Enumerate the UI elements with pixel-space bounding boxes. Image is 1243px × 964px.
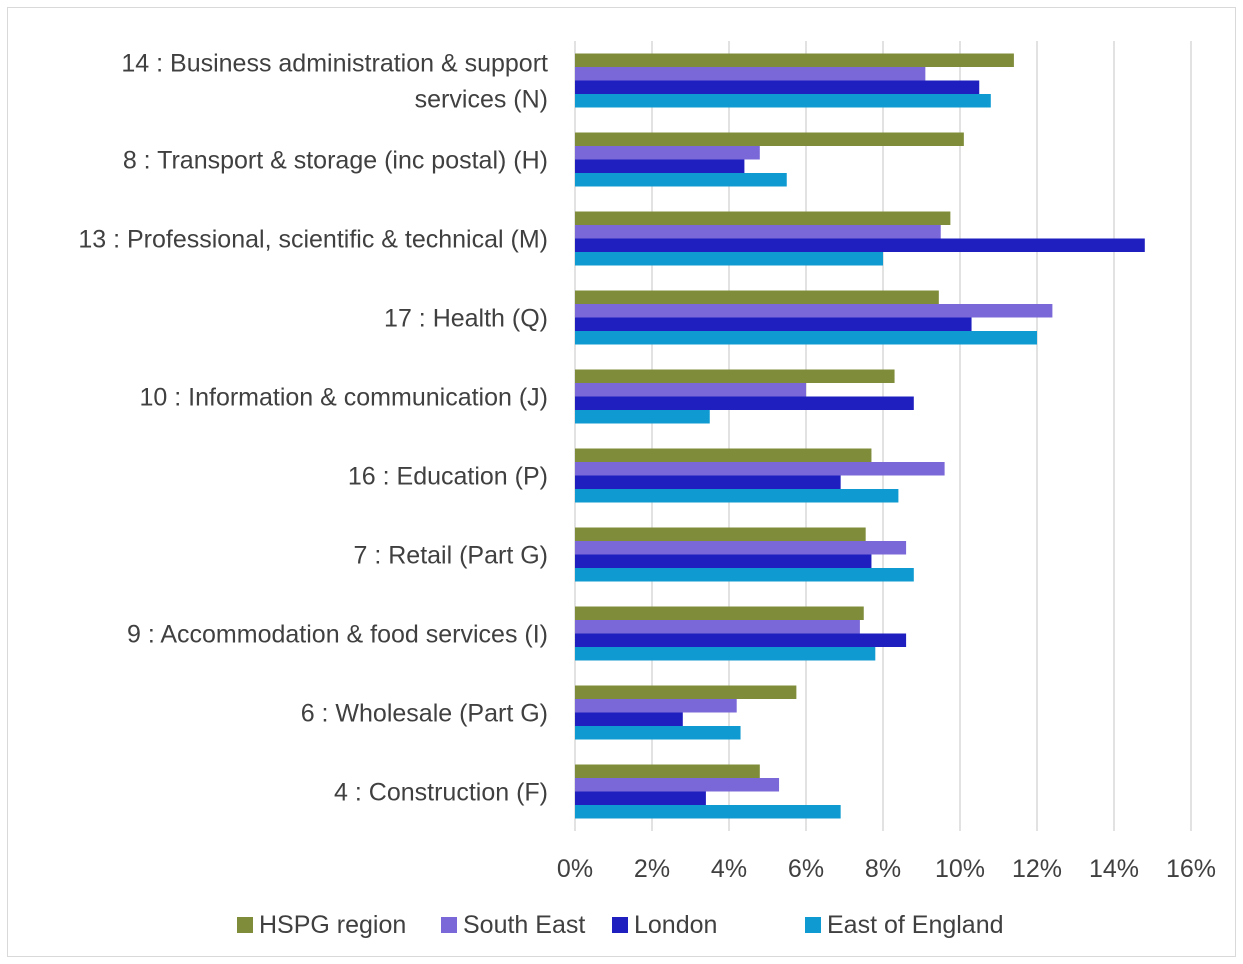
bar-east-of-england xyxy=(575,568,914,582)
bar-hspg-region xyxy=(575,211,951,225)
category-label: 8 : Transport & storage (inc postal) (H) xyxy=(123,147,548,175)
bar-london xyxy=(575,238,1145,252)
bar-east-of-england xyxy=(575,173,787,187)
x-tick-label: 4% xyxy=(711,855,747,883)
bar-hspg-region xyxy=(575,132,964,146)
bar-hspg-region xyxy=(575,53,1014,67)
bar-south-east xyxy=(575,146,760,160)
bar-london xyxy=(575,633,907,647)
bar-london xyxy=(575,80,980,94)
bar-east-of-england xyxy=(575,331,1037,345)
category-label: 13 : Professional, scientific & technica… xyxy=(78,226,548,254)
category-label: 9 : Accommodation & food services (I) xyxy=(127,621,548,649)
bar-east-of-england xyxy=(575,410,710,424)
bar-south-east xyxy=(575,778,780,792)
category-label: services (N) xyxy=(415,86,548,114)
legend-label: London xyxy=(634,911,717,939)
category-label: 17 : Health (Q) xyxy=(384,305,548,333)
bar-hspg-region xyxy=(575,527,866,541)
legend-swatch xyxy=(237,917,253,933)
bar-east-of-england xyxy=(575,647,876,661)
bar-london xyxy=(575,791,706,805)
bar-london xyxy=(575,317,972,331)
category-label: 10 : Information & communication (J) xyxy=(140,384,549,412)
bar-south-east xyxy=(575,225,941,239)
category-label: 6 : Wholesale (Part G) xyxy=(301,700,548,728)
bar-london xyxy=(575,159,745,173)
bar-hspg-region xyxy=(575,764,760,778)
bar-hspg-region xyxy=(575,369,895,383)
bar-south-east xyxy=(575,541,907,555)
x-tick-label: 6% xyxy=(788,855,824,883)
bar-london xyxy=(575,396,914,410)
bar-south-east xyxy=(575,462,945,476)
legend-swatch xyxy=(805,917,821,933)
bar-hspg-region xyxy=(575,606,864,620)
bar-east-of-england xyxy=(575,94,991,108)
category-label: 14 : Business administration & support xyxy=(121,50,548,78)
x-tick-label: 2% xyxy=(634,855,670,883)
category-label: 16 : Education (P) xyxy=(348,463,548,491)
legend-swatch xyxy=(441,917,457,933)
bar-hspg-region xyxy=(575,290,939,304)
bar-hspg-region xyxy=(575,448,872,462)
legend: HSPG region South East London East of Engla… xyxy=(237,911,1004,939)
legend-swatch xyxy=(612,917,628,933)
bar-east-of-england xyxy=(575,726,741,740)
bar-south-east xyxy=(575,383,806,397)
bar-london xyxy=(575,712,683,726)
category-label: 4 : Construction (F) xyxy=(334,779,548,807)
x-tick-label: 12% xyxy=(1012,855,1062,883)
bar-south-east xyxy=(575,699,737,713)
bar-east-of-england xyxy=(575,805,841,819)
x-tick-label: 0% xyxy=(557,855,593,883)
bar-south-east xyxy=(575,304,1053,318)
bar-hspg-region xyxy=(575,685,797,699)
bar-east-of-england xyxy=(575,489,899,503)
bars xyxy=(575,53,1145,819)
chart-frame: 0% 2% 4% 6% 8% 10% 12% 14% 16% 14 : Business adm… xyxy=(7,7,1236,957)
x-tick-label: 10% xyxy=(935,855,985,883)
legend-label: East of England xyxy=(827,911,1004,939)
category-label: 7 : Retail (Part G) xyxy=(354,542,549,570)
bar-london xyxy=(575,475,841,489)
bar-london xyxy=(575,554,872,568)
bar-chart: 0% 2% 4% 6% 8% 10% 12% 14% 16% 14 : Business adm… xyxy=(78,41,1216,939)
x-tick-label: 8% xyxy=(865,855,901,883)
bar-south-east xyxy=(575,620,860,634)
bar-south-east xyxy=(575,67,926,81)
category-axis: 14 : Business administration & support se… xyxy=(78,50,548,807)
legend-label: HSPG region xyxy=(259,911,406,939)
x-tick-label: 16% xyxy=(1166,855,1216,883)
x-tick-label: 14% xyxy=(1089,855,1139,883)
value-axis: 0% 2% 4% 6% 8% 10% 12% 14% 16% xyxy=(557,855,1216,883)
legend-label: South East xyxy=(463,911,585,939)
bar-east-of-england xyxy=(575,252,883,266)
